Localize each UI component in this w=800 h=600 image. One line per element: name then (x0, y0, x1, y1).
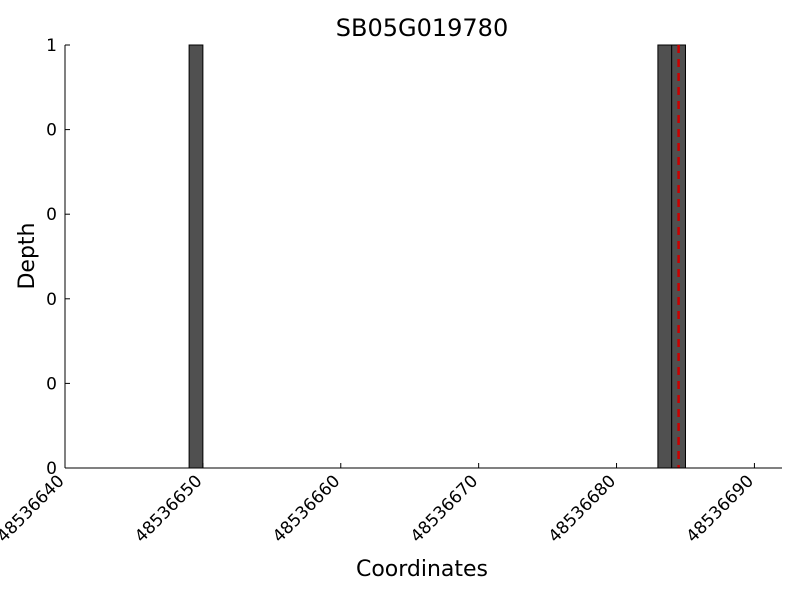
y-axis-label: Depth (15, 222, 40, 289)
x-tick-label-0: 48536640 (0, 471, 69, 546)
y-tick-label-1: 0 (46, 374, 57, 394)
chart-title: SB05G019780 (336, 14, 508, 42)
bar-1 (658, 45, 672, 468)
x-tick-label-4: 48536680 (545, 471, 620, 546)
x-tick-label-5: 48536690 (683, 471, 758, 546)
y-tick-label-2: 0 (46, 290, 57, 310)
y-tick-label-4: 0 (46, 121, 57, 141)
x-tick-label-1: 48536650 (131, 471, 206, 546)
bar-0 (189, 45, 203, 468)
x-tick-label-2: 48536660 (269, 471, 344, 546)
x-tick-label-3: 48536670 (407, 471, 482, 546)
x-axis-label: Coordinates (356, 557, 488, 582)
y-tick-label-5: 1 (46, 36, 57, 56)
y-tick-label-3: 0 (46, 205, 57, 225)
